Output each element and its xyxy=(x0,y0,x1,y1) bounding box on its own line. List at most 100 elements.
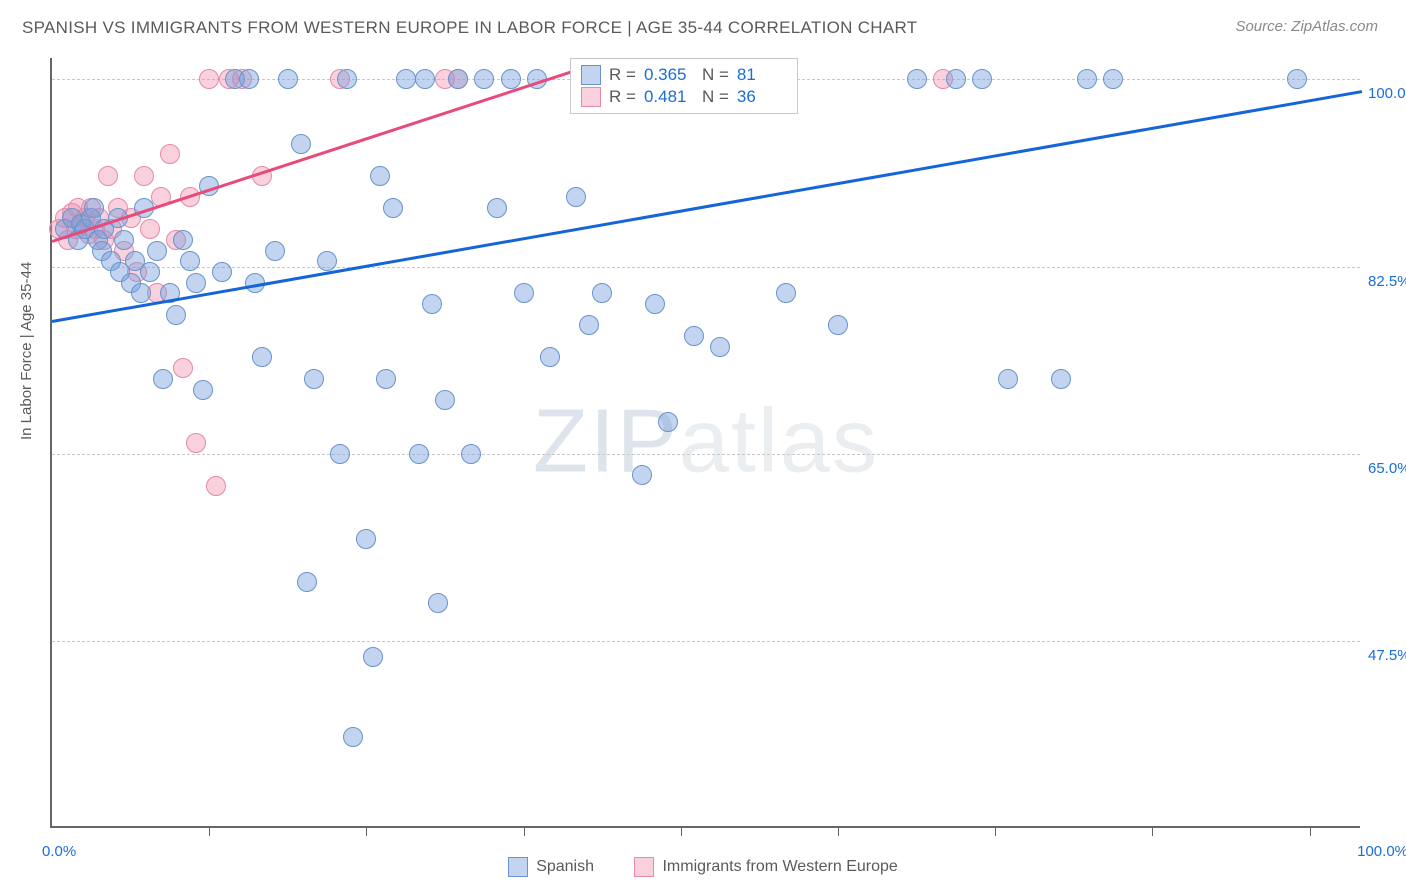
gridline xyxy=(52,641,1360,642)
data-point xyxy=(363,647,383,667)
data-point xyxy=(828,315,848,335)
x-tick xyxy=(1152,826,1153,836)
data-point xyxy=(186,433,206,453)
n-label: N = xyxy=(702,87,729,107)
series1-n-value: 81 xyxy=(737,65,787,85)
gridline xyxy=(52,267,1360,268)
data-point xyxy=(140,219,160,239)
x-tick xyxy=(995,826,996,836)
series2-swatch xyxy=(581,87,601,107)
data-point xyxy=(501,69,521,89)
data-point xyxy=(337,69,357,89)
data-point xyxy=(84,198,104,218)
x-tick xyxy=(524,826,525,836)
data-point xyxy=(946,69,966,89)
data-point xyxy=(428,593,448,613)
data-point xyxy=(376,369,396,389)
data-point xyxy=(147,241,167,261)
y-tick-label: 47.5% xyxy=(1360,647,1406,664)
r-label: R = xyxy=(609,65,636,85)
series2-legend-label: Immigrants from Western Europe xyxy=(662,858,897,876)
data-point xyxy=(684,326,704,346)
data-point xyxy=(370,166,390,186)
data-point xyxy=(776,283,796,303)
data-point xyxy=(448,69,468,89)
series1-r-value: 0.365 xyxy=(644,65,694,85)
x-tick xyxy=(838,826,839,836)
data-point xyxy=(998,369,1018,389)
data-point xyxy=(487,198,507,218)
data-point xyxy=(435,390,455,410)
data-point xyxy=(422,294,442,314)
data-point xyxy=(579,315,599,335)
data-point xyxy=(383,198,403,218)
data-point xyxy=(166,305,186,325)
data-point xyxy=(114,230,134,250)
data-point xyxy=(160,144,180,164)
data-point xyxy=(592,283,612,303)
data-point xyxy=(265,241,285,261)
y-tick-label: 82.5% xyxy=(1360,273,1406,290)
data-point xyxy=(304,369,324,389)
data-point xyxy=(343,727,363,747)
x-tick xyxy=(681,826,682,836)
data-point xyxy=(907,69,927,89)
correlation-stats-box: R = 0.365 N = 81 R = 0.481 N = 36 xyxy=(570,58,798,114)
series1-legend-label: Spanish xyxy=(536,858,594,876)
data-point xyxy=(632,465,652,485)
data-point xyxy=(566,187,586,207)
n-label: N = xyxy=(702,65,729,85)
data-point xyxy=(153,369,173,389)
data-point xyxy=(658,412,678,432)
data-point xyxy=(710,337,730,357)
data-point xyxy=(330,444,350,464)
data-point xyxy=(540,347,560,367)
watermark-light: atlas xyxy=(679,392,879,492)
data-point xyxy=(193,380,213,400)
watermark-bold: ZIP xyxy=(533,392,679,492)
series2-r-value: 0.481 xyxy=(644,87,694,107)
data-point xyxy=(134,166,154,186)
data-point xyxy=(140,262,160,282)
data-point xyxy=(199,69,219,89)
data-point xyxy=(252,347,272,367)
data-point xyxy=(239,69,259,89)
data-point xyxy=(278,69,298,89)
data-point xyxy=(173,358,193,378)
y-axis-label: In Labor Force | Age 35-44 xyxy=(18,262,35,440)
data-point xyxy=(474,69,494,89)
stats-row-series2: R = 0.481 N = 36 xyxy=(581,87,787,107)
series1-swatch xyxy=(581,65,601,85)
data-point xyxy=(131,283,151,303)
data-point xyxy=(1103,69,1123,89)
r-label: R = xyxy=(609,87,636,107)
chart-title: SPANISH VS IMMIGRANTS FROM WESTERN EUROP… xyxy=(22,18,917,38)
data-point xyxy=(356,529,376,549)
data-point xyxy=(409,444,429,464)
data-point xyxy=(415,69,435,89)
data-point xyxy=(212,262,232,282)
series2-n-value: 36 xyxy=(737,87,787,107)
data-point xyxy=(297,572,317,592)
x-tick xyxy=(366,826,367,836)
stats-row-series1: R = 0.365 N = 81 xyxy=(581,65,787,85)
data-point xyxy=(1287,69,1307,89)
data-point xyxy=(180,251,200,271)
data-point xyxy=(1077,69,1097,89)
plot-area: ZIPatlas 0.0% 100.0% 47.5%65.0%82.5%100.… xyxy=(50,58,1360,828)
data-point xyxy=(645,294,665,314)
trend-line xyxy=(52,90,1363,323)
data-point xyxy=(317,251,337,271)
legend-entry-series2: Immigrants from Western Europe xyxy=(634,857,897,877)
series2-legend-swatch xyxy=(634,857,654,877)
data-point xyxy=(1051,369,1071,389)
series1-legend-swatch xyxy=(508,857,528,877)
data-point xyxy=(173,230,193,250)
data-point xyxy=(461,444,481,464)
y-tick-label: 65.0% xyxy=(1360,460,1406,477)
data-point xyxy=(186,273,206,293)
gridline xyxy=(52,454,1360,455)
data-point xyxy=(396,69,416,89)
watermark: ZIPatlas xyxy=(533,391,879,494)
source-label: Source: ZipAtlas.com xyxy=(1235,18,1378,35)
